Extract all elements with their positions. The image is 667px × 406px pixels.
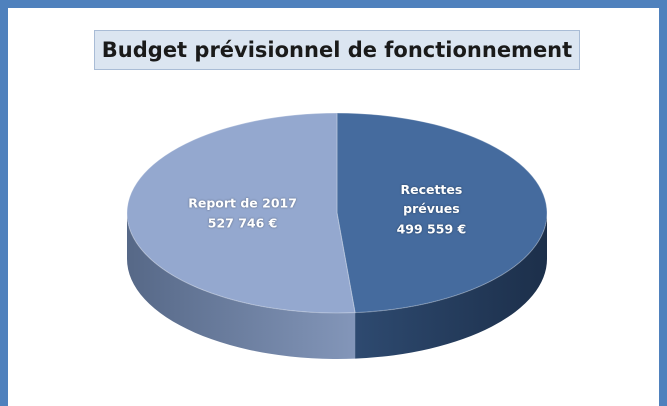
chart bbox=[126, 112, 548, 359]
chart-title: Budget prévisionnel de fonctionnement bbox=[94, 30, 580, 70]
slice-category-label: Report de 2017 bbox=[188, 195, 297, 211]
slice-value-label: 527 746 € bbox=[207, 215, 278, 231]
pie-slice-side bbox=[127, 213, 356, 359]
pie-slice bbox=[336, 112, 548, 314]
pie-slice bbox=[126, 112, 356, 314]
pie-slice-side bbox=[355, 213, 547, 359]
slice-category-label: Recettes prévues bbox=[400, 182, 463, 217]
slice-value-label: 499 559 € bbox=[396, 221, 467, 237]
